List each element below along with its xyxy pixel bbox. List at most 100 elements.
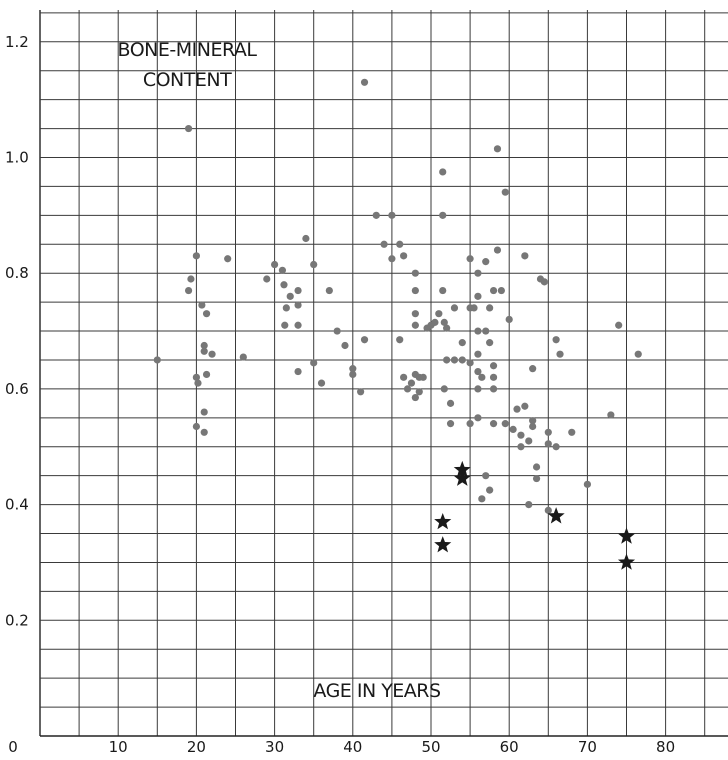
y-tick-label: 1.2 (5, 33, 29, 51)
data-points (153, 78, 642, 570)
circle-data-point (281, 321, 289, 329)
circle-data-point (431, 318, 439, 326)
x-tick-label: 30 (265, 738, 284, 756)
circle-data-point (458, 339, 466, 347)
circle-data-point (388, 255, 396, 263)
ylabel-line-2: CONTENT (143, 69, 232, 91)
circle-data-point (525, 437, 533, 445)
circle-data-point (294, 286, 302, 295)
circle-data-point (200, 408, 208, 416)
circle-data-point (200, 428, 208, 436)
circle-data-point (634, 350, 642, 358)
star-data-point (453, 460, 471, 478)
circle-data-point (556, 350, 564, 358)
circle-data-point (341, 341, 349, 350)
circle-data-point (271, 260, 279, 269)
circle-data-point (317, 379, 326, 387)
circle-data-point (544, 506, 552, 514)
y-tick-label: 0.8 (5, 264, 29, 282)
grid-lines (39, 10, 728, 737)
circle-data-point (540, 278, 548, 286)
circle-data-point (200, 341, 208, 350)
circle-data-point (388, 211, 396, 219)
circle-data-point (607, 411, 615, 419)
circle-data-point (474, 367, 482, 376)
circle-data-point (263, 275, 271, 283)
circle-data-point (325, 286, 333, 295)
circle-data-point (532, 463, 541, 471)
circle-data-point (544, 428, 552, 436)
circle-data-point (400, 252, 408, 260)
circle-data-point (493, 145, 502, 153)
circle-data-point (489, 286, 498, 295)
star-data-point (453, 469, 471, 486)
circle-data-point (439, 211, 447, 219)
y-tick-label: 1.0 (5, 149, 29, 167)
circle-data-point (184, 286, 193, 295)
circle-data-point (294, 321, 302, 329)
circle-data-point (486, 486, 494, 494)
circle-data-point (411, 393, 419, 402)
circle-data-point (403, 385, 412, 393)
x-tick-label: 70 (578, 738, 597, 756)
y-tick-label: 0.2 (5, 611, 29, 629)
circle-data-point (435, 310, 443, 318)
circle-data-point (517, 431, 525, 439)
circle-data-point (466, 255, 474, 263)
circle-data-point (200, 347, 208, 355)
circle-data-point (360, 336, 369, 344)
star-data-point (547, 507, 565, 524)
circle-data-point (294, 301, 302, 309)
circle-data-point (478, 495, 486, 503)
circle-data-point (439, 286, 447, 295)
circle-data-point (400, 373, 408, 381)
y-tick-label: 0.6 (5, 380, 29, 398)
x-tick-label: 50 (421, 738, 440, 756)
circle-data-point (440, 385, 448, 393)
circle-data-point (501, 420, 509, 428)
circle-data-point (380, 240, 388, 248)
circle-data-point (509, 425, 517, 433)
circle-data-point (482, 258, 490, 266)
circle-data-point (446, 399, 455, 407)
circle-data-point (615, 321, 623, 329)
circle-data-point (439, 168, 447, 176)
circle-data-point (411, 269, 419, 277)
circle-data-point (474, 269, 482, 277)
star-data-point (617, 527, 636, 544)
circle-data-point (486, 304, 494, 312)
circle-data-point (489, 420, 498, 428)
circle-data-point (505, 315, 513, 324)
circle-data-point (396, 240, 404, 248)
circle-data-point (513, 405, 521, 413)
x-tick-label: 40 (343, 738, 362, 756)
circle-data-point (407, 379, 416, 387)
circle-data-point (458, 356, 466, 364)
circle-data-point (482, 327, 490, 335)
circle-data-point (497, 286, 505, 295)
y-tick-label: 0.4 (5, 496, 29, 514)
circle-data-point (474, 292, 482, 300)
circle-data-point (310, 260, 318, 269)
circle-data-point (333, 327, 341, 335)
circle-data-point (360, 78, 369, 86)
circle-data-point (411, 321, 419, 329)
circle-data-point (466, 359, 474, 367)
x-tick-label: 80 (656, 738, 675, 756)
circle-data-point (525, 501, 533, 509)
circle-data-point (489, 362, 498, 370)
circle-data-point (202, 370, 211, 379)
circle-data-point (415, 388, 423, 396)
circle-data-point (493, 246, 502, 254)
circle-data-point (552, 443, 560, 451)
circle-data-point (446, 420, 455, 428)
x-tick-label: 20 (187, 738, 206, 756)
circle-data-point (486, 339, 494, 347)
circle-data-point (349, 365, 357, 373)
circle-data-point (532, 474, 541, 483)
axis-tick-labels: 0 10 20 30 40 50 60 70 80 0.2 0.4 0.6 0.8 1.0 1.2 (5, 33, 675, 756)
circle-data-point (153, 356, 161, 364)
circle-data-point (443, 356, 451, 364)
ylabel-line-1: BONE-MINERAL (118, 39, 258, 61)
